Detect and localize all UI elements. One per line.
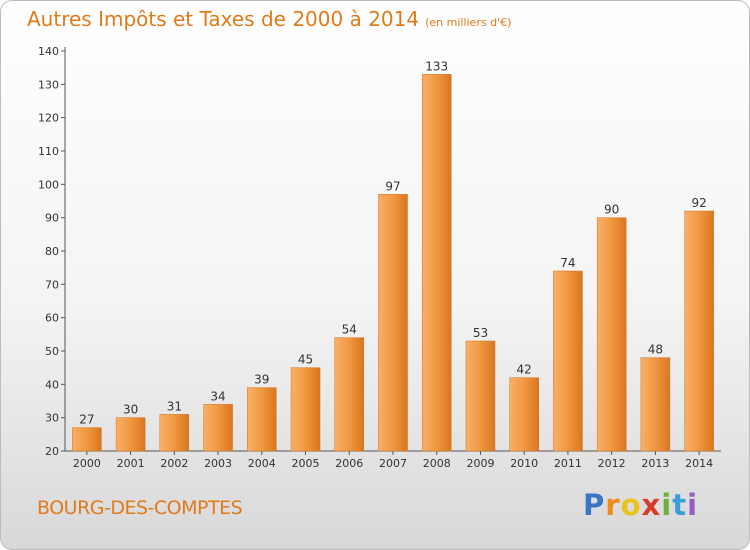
- bar: [247, 387, 277, 452]
- data-label: 34: [210, 389, 225, 403]
- data-label: 31: [167, 399, 182, 413]
- bar: [596, 217, 627, 452]
- y-tick-label: 110: [38, 145, 59, 158]
- x-tick-label: 2000: [73, 457, 101, 470]
- x-tick-label: 2003: [204, 457, 232, 470]
- y-tick-label: 40: [45, 378, 59, 391]
- bar: [421, 74, 452, 452]
- bar: [684, 210, 714, 452]
- y-tick-label: 140: [38, 45, 59, 58]
- proxiti-logo: Proxiti: [583, 488, 699, 522]
- x-tick-label: 2013: [641, 457, 669, 470]
- x-tick-label: 2012: [598, 457, 626, 470]
- bar: [465, 340, 496, 452]
- x-tick-label: 2007: [379, 457, 407, 470]
- data-label: 53: [473, 326, 488, 340]
- y-tick-label: 80: [45, 245, 59, 258]
- bar: [640, 357, 671, 452]
- x-tick-label: 2004: [248, 457, 276, 470]
- data-label: 45: [298, 353, 313, 367]
- data-label: 30: [123, 403, 138, 417]
- bar: [203, 404, 233, 452]
- x-tick-label: 2008: [423, 457, 451, 470]
- bar: [334, 337, 365, 452]
- data-label: 74: [560, 256, 575, 270]
- x-tick-label: 2002: [160, 457, 188, 470]
- bar: [509, 377, 539, 452]
- bar: [115, 417, 146, 452]
- data-label: 39: [254, 373, 269, 387]
- bar: [553, 270, 583, 452]
- title-text: Autres Impôts et Taxes de 2000 à 2014: [27, 7, 420, 31]
- y-tick-label: 70: [45, 278, 59, 291]
- title-unit: (en milliers d'€): [425, 16, 512, 29]
- place-name: BOURG-DES-COMPTES: [37, 497, 243, 519]
- x-tick-label: 2009: [466, 457, 494, 470]
- data-label: 54: [342, 323, 357, 337]
- bar: [378, 194, 408, 452]
- data-label: 92: [691, 196, 706, 210]
- y-tick-label: 30: [45, 412, 59, 425]
- y-tick-label: 100: [38, 178, 59, 191]
- chart-title: Autres Impôts et Taxes de 2000 à 2014 (en…: [27, 7, 511, 31]
- y-tick-label: 120: [38, 112, 59, 125]
- y-tick-label: 50: [45, 345, 59, 358]
- data-label: 42: [517, 363, 532, 377]
- data-label: 48: [648, 343, 663, 357]
- data-label: 27: [79, 413, 94, 427]
- x-tick-label: 2011: [554, 457, 582, 470]
- x-tick-label: 2014: [685, 457, 713, 470]
- data-label: 97: [385, 179, 400, 193]
- y-tick-label: 60: [45, 312, 59, 325]
- x-tick-label: 2006: [335, 457, 363, 470]
- bar: [72, 427, 102, 452]
- x-tick-label: 2001: [117, 457, 145, 470]
- y-tick-label: 20: [45, 445, 59, 458]
- x-tick-label: 2010: [510, 457, 538, 470]
- x-tick-label: 2005: [292, 457, 320, 470]
- bar: [290, 367, 321, 452]
- y-tick-label: 130: [38, 78, 59, 91]
- data-label: 90: [604, 203, 619, 217]
- bar: [159, 414, 190, 452]
- y-tick-label: 90: [45, 212, 59, 225]
- data-label: 133: [425, 59, 448, 73]
